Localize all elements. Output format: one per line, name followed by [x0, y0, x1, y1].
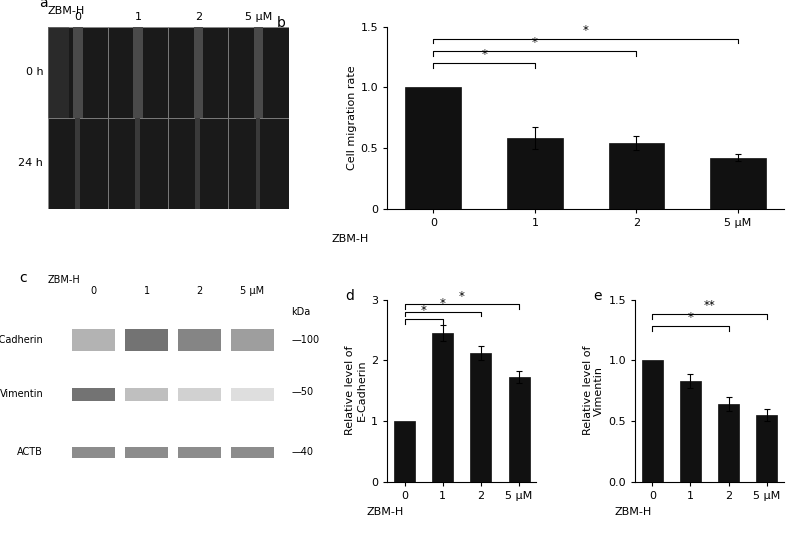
- Text: 24 h: 24 h: [18, 158, 43, 168]
- Text: 0 h: 0 h: [26, 67, 43, 77]
- Bar: [72, 447, 115, 458]
- Text: 0: 0: [90, 286, 97, 296]
- Text: d: d: [346, 289, 354, 303]
- Bar: [108, 118, 168, 209]
- Bar: [509, 377, 530, 482]
- Text: ZBM-H: ZBM-H: [48, 6, 86, 16]
- Bar: [609, 143, 664, 209]
- Bar: [231, 447, 274, 458]
- Text: Vimentin: Vimentin: [0, 389, 43, 399]
- Text: E-Cadherin: E-Cadherin: [0, 334, 43, 345]
- Text: ACTB: ACTB: [18, 447, 43, 457]
- Bar: [178, 328, 222, 350]
- Bar: [74, 27, 83, 118]
- Bar: [178, 388, 222, 401]
- Bar: [194, 27, 203, 118]
- Text: 5 μM: 5 μM: [241, 286, 265, 296]
- Text: 1: 1: [143, 286, 150, 296]
- Bar: [168, 27, 229, 118]
- Text: ZBM-H: ZBM-H: [331, 234, 369, 244]
- Bar: [125, 388, 168, 401]
- Text: *: *: [459, 289, 465, 303]
- Text: 2: 2: [197, 286, 202, 296]
- Text: —50: —50: [291, 387, 313, 398]
- Bar: [229, 27, 289, 118]
- Bar: [72, 328, 115, 350]
- Text: *: *: [481, 48, 487, 62]
- Text: e: e: [594, 289, 602, 303]
- Bar: [507, 139, 563, 209]
- Text: 0: 0: [74, 12, 82, 22]
- Bar: [125, 328, 168, 350]
- Bar: [231, 388, 274, 401]
- Bar: [231, 328, 274, 350]
- Bar: [195, 118, 200, 209]
- Text: 1: 1: [134, 12, 142, 22]
- Bar: [134, 27, 143, 118]
- Text: ZBM-H: ZBM-H: [366, 507, 404, 517]
- Bar: [48, 118, 108, 209]
- Bar: [470, 353, 491, 482]
- Bar: [680, 381, 701, 482]
- Text: 2: 2: [195, 12, 202, 22]
- Bar: [135, 118, 140, 209]
- Text: —40: —40: [291, 447, 313, 457]
- Y-axis label: Relative level of
Vimentin: Relative level of Vimentin: [582, 346, 604, 435]
- Text: *: *: [687, 311, 694, 324]
- Text: *: *: [421, 304, 426, 317]
- Bar: [406, 87, 462, 209]
- Bar: [48, 27, 69, 118]
- Text: —100: —100: [291, 334, 319, 345]
- Bar: [710, 158, 766, 209]
- Text: kDa: kDa: [291, 307, 310, 317]
- Text: ZBM-H: ZBM-H: [614, 507, 651, 517]
- Bar: [75, 118, 80, 209]
- Bar: [254, 27, 263, 118]
- Bar: [756, 415, 778, 482]
- Bar: [168, 118, 229, 209]
- Bar: [432, 333, 454, 482]
- Text: c: c: [19, 271, 26, 285]
- Bar: [48, 27, 108, 118]
- Text: *: *: [582, 24, 589, 37]
- Text: ZBM-H: ZBM-H: [48, 275, 81, 285]
- Bar: [72, 388, 115, 401]
- Bar: [718, 404, 739, 482]
- Text: b: b: [276, 16, 285, 30]
- Bar: [108, 27, 168, 118]
- Text: 5 μM: 5 μM: [245, 12, 272, 22]
- Y-axis label: Cell migration rate: Cell migration rate: [346, 65, 357, 170]
- Y-axis label: Relative level of
E-Cadherin: Relative level of E-Cadherin: [346, 346, 367, 435]
- Bar: [229, 118, 289, 209]
- Text: a: a: [39, 0, 48, 10]
- Bar: [394, 421, 415, 482]
- Bar: [642, 360, 662, 482]
- Bar: [178, 447, 222, 458]
- Bar: [125, 447, 168, 458]
- Bar: [255, 118, 260, 209]
- Text: *: *: [440, 297, 446, 310]
- Text: *: *: [532, 36, 538, 49]
- Text: **: **: [704, 300, 715, 312]
